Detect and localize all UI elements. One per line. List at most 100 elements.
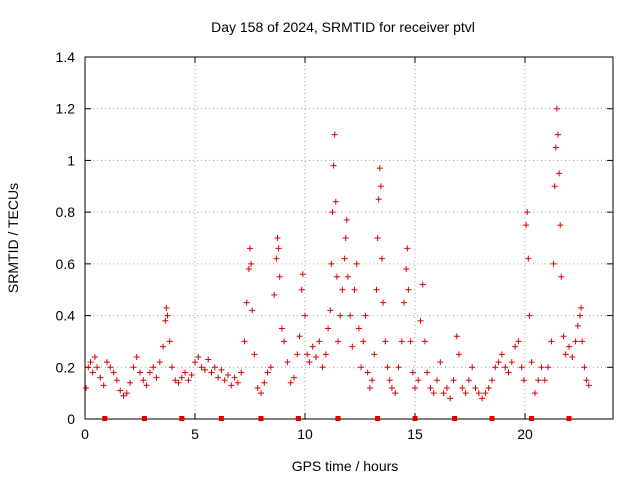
data-point: [469, 364, 476, 371]
data-point: [525, 255, 532, 262]
data-point: [302, 312, 308, 319]
data-point: [512, 343, 519, 350]
data-point: [276, 273, 283, 280]
y-tick-labels: 0 0.2 0.4 0.6 0.8 1 1.2 1.4: [56, 49, 76, 427]
data-point: [113, 377, 120, 384]
x-tick-label: 10: [297, 426, 313, 442]
data-point: [459, 384, 466, 391]
data-point: [518, 364, 525, 371]
data-point: [409, 369, 416, 376]
baseline-marker: [141, 416, 147, 421]
data-point: [382, 338, 389, 345]
chart-title: Day 158 of 2024, SRMTID for receiver ptv…: [211, 19, 475, 35]
baseline-marker: [179, 416, 185, 421]
data-point: [377, 183, 384, 190]
data-point: [287, 379, 294, 386]
data-point: [347, 312, 354, 319]
data-point: [572, 338, 579, 345]
data-point: [294, 351, 301, 358]
data-point: [380, 299, 387, 306]
baseline-marker: [452, 416, 458, 421]
data-point: [505, 369, 512, 376]
data-point: [362, 312, 369, 319]
data-point: [424, 369, 431, 376]
data-point: [215, 374, 222, 381]
data-point: [218, 366, 225, 373]
data-point: [97, 374, 104, 381]
data-point: [430, 390, 437, 397]
data-point: [558, 273, 565, 280]
data-point: [579, 338, 586, 345]
data-point: [465, 377, 472, 384]
data-point: [535, 377, 542, 384]
x-axis-label: GPS time / hours: [292, 458, 399, 474]
data-point: [296, 333, 303, 340]
data-point: [440, 390, 447, 397]
data-point: [322, 351, 329, 358]
data-point: [364, 369, 371, 376]
data-point: [330, 162, 337, 169]
data-point: [241, 338, 248, 345]
data-point: [392, 390, 399, 397]
baseline-marker: [529, 416, 535, 421]
data-point: [100, 382, 107, 389]
data-point: [415, 377, 422, 384]
data-point: [333, 273, 340, 280]
data-point: [472, 384, 479, 391]
data-point: [83, 384, 90, 391]
data-point: [328, 260, 335, 267]
data-point: [388, 384, 395, 391]
baseline-marker: [375, 416, 381, 421]
data-point: [585, 382, 592, 389]
data-point: [140, 377, 147, 384]
data-point: [456, 351, 462, 358]
data-point: [443, 384, 450, 391]
data-point: [160, 343, 167, 350]
data-point: [395, 364, 402, 371]
data-point: [520, 377, 527, 384]
data-point: [526, 312, 533, 319]
data-point: [515, 338, 522, 345]
data-point: [492, 364, 499, 371]
data-point: [284, 359, 291, 366]
data-point: [298, 286, 305, 293]
data-point: [316, 338, 323, 345]
data-point: [123, 390, 130, 397]
data-point: [164, 312, 171, 319]
data-point: [349, 343, 356, 350]
data-point: [407, 338, 414, 345]
data-point: [583, 377, 590, 384]
data-point: [552, 144, 559, 151]
data-point: [541, 377, 548, 384]
data-point: [386, 377, 393, 384]
data-point: [427, 384, 434, 391]
data-point: [331, 131, 338, 138]
data-point: [228, 382, 235, 389]
data-point: [221, 377, 228, 384]
data-point: [351, 286, 358, 293]
data-point: [560, 333, 567, 340]
y-tick-label: 0.4: [56, 308, 76, 324]
data-point: [581, 364, 588, 371]
data-point: [538, 364, 545, 371]
data-point: [341, 255, 348, 262]
y-tick-label: 1.4: [56, 49, 76, 65]
data-point: [281, 338, 288, 345]
data-point: [120, 392, 127, 399]
data-point: [205, 356, 212, 363]
data-point: [398, 338, 405, 345]
data-point: [508, 359, 515, 366]
data-point: [531, 390, 538, 397]
y-tick-label: 0.8: [56, 204, 76, 220]
data-point: [366, 384, 373, 391]
data-point: [249, 307, 256, 314]
data-point: [489, 377, 495, 384]
data-point: [355, 325, 362, 332]
data-point: [412, 384, 418, 391]
data-point: [403, 266, 410, 273]
x-tick-label: 15: [407, 426, 423, 442]
data-point: [188, 372, 195, 379]
data-point: [192, 359, 198, 366]
